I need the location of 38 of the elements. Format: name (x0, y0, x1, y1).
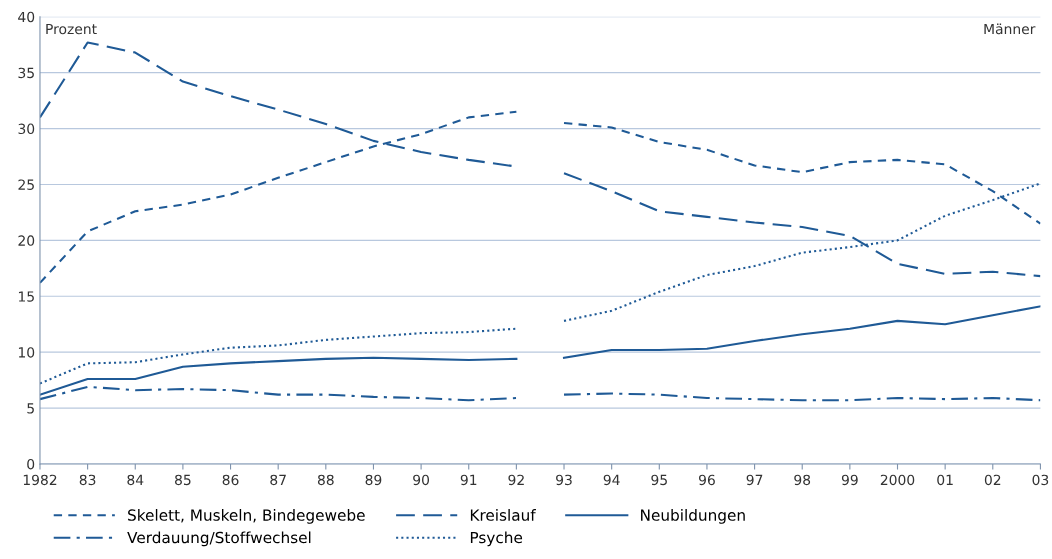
x-tick-label: 92 (508, 474, 524, 486)
legend-label: Kreislauf (470, 509, 536, 521)
x-tick-label: 2000 (880, 474, 915, 486)
y-tick-label: 35 (18, 67, 34, 79)
y-tick-label: 10 (18, 347, 35, 358)
legend-label: Verdauung/Stoffwechsel (127, 531, 311, 547)
annotation: Männer (984, 23, 1036, 35)
y-tick-label: 20 (18, 235, 35, 246)
annotation: Prozent (46, 23, 97, 35)
y-tick-label: 30 (18, 123, 35, 135)
x-tick-label: 97 (746, 474, 763, 486)
legend-label: Skelett, Muskeln, Bindegewebe (128, 509, 365, 524)
x-tick-label: 86 (222, 474, 239, 486)
legend-label: Psyche (470, 531, 523, 547)
y-tick-label: 5 (27, 403, 34, 414)
x-tick-label: 83 (79, 474, 96, 486)
x-tick-label: 99 (841, 474, 858, 486)
y-tick-label: 25 (18, 179, 34, 190)
x-tick-label: 90 (413, 474, 430, 486)
x-tick-label: 02 (984, 474, 1001, 486)
x-tick-label: 85 (175, 474, 191, 486)
x-tick-label: 89 (365, 474, 382, 486)
y-tick-label: 0 (27, 458, 35, 470)
x-tick-label: 93 (556, 474, 572, 486)
y-tick-label: 15 (18, 291, 34, 302)
x-tick-label: 95 (651, 474, 667, 486)
x-tick-label: 91 (460, 474, 477, 486)
x-tick-label: 1982 (23, 474, 57, 486)
legend-label: Neubildungen (641, 509, 745, 524)
x-tick-label: 03 (1032, 474, 1049, 486)
x-tick-label: 96 (698, 474, 715, 486)
x-tick-label: 94 (603, 474, 620, 486)
y-tick-label: 40 (18, 11, 35, 23)
x-tick-label: 88 (317, 474, 334, 486)
x-tick-label: 01 (937, 474, 953, 486)
x-tick-label: 87 (270, 474, 286, 486)
x-tick-label: 98 (794, 474, 811, 486)
x-tick-label: 84 (127, 474, 144, 486)
